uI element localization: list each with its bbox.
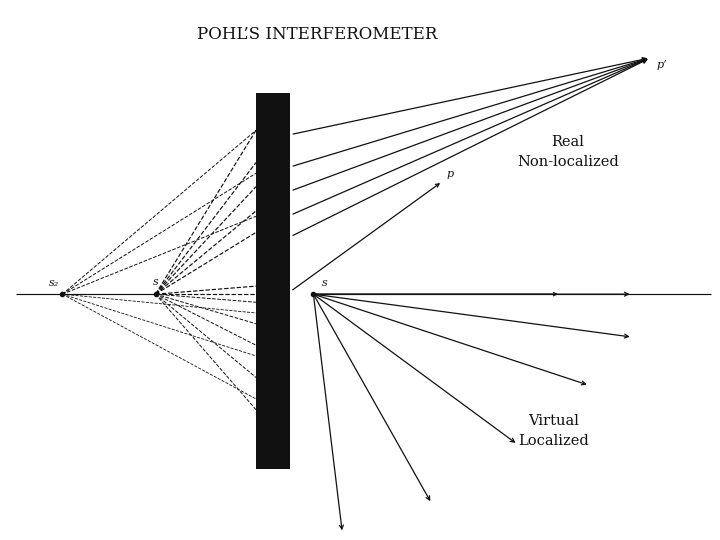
Text: Virtual
Localized: Virtual Localized — [518, 414, 589, 448]
Bar — [256, 93, 290, 469]
Text: p: p — [446, 168, 453, 179]
Text: s: s — [153, 276, 158, 287]
Text: s₂: s₂ — [48, 278, 59, 288]
Text: s: s — [322, 278, 328, 288]
Text: POHL’S INTERFEROMETER: POHL’S INTERFEROMETER — [197, 25, 437, 43]
Text: p’: p’ — [656, 60, 667, 71]
Text: Real
Non-localized: Real Non-localized — [517, 135, 619, 168]
